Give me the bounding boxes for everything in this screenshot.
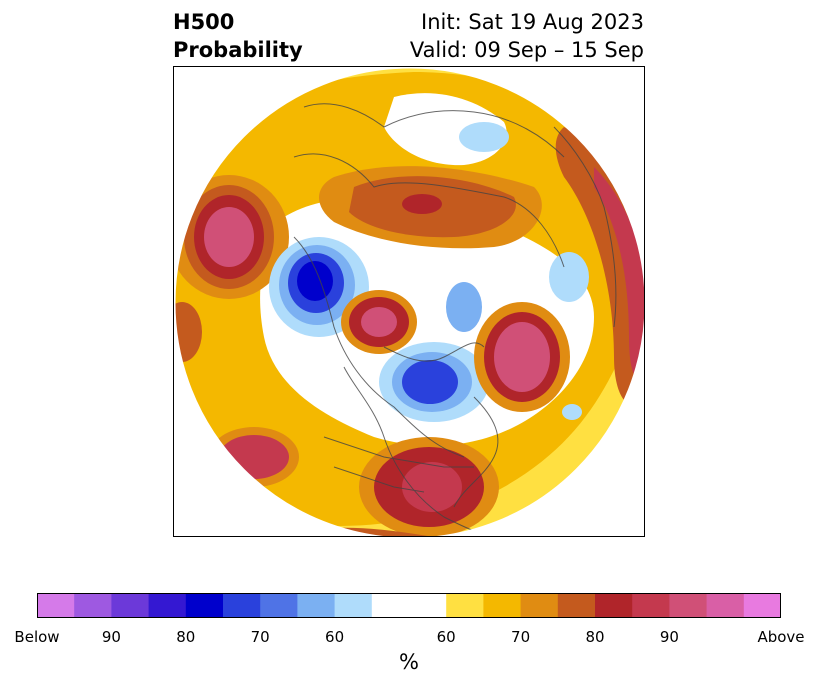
- above-region-90-arctic: [361, 307, 397, 337]
- above-region-90-pacific: [204, 207, 254, 267]
- colorbar-swatch: [334, 593, 373, 618]
- init-date: Init: Sat 19 Aug 2023: [421, 10, 644, 34]
- polar-map: [173, 66, 645, 537]
- title-product: Probability: [173, 38, 303, 62]
- below-region-75-hudson: [402, 360, 458, 404]
- below-region-65-greenland: [446, 282, 482, 332]
- above-region-75-west-edge: [175, 302, 202, 362]
- colorbar-swatch: [297, 593, 336, 618]
- below-region-60-east: [549, 252, 589, 302]
- colorbar-swatch: [371, 593, 447, 618]
- colorbar-tick-label: 60: [325, 628, 345, 646]
- colorbar-swatch: [520, 593, 559, 618]
- colorbar-swatch: [74, 593, 112, 618]
- map-dates: Init: Sat 19 Aug 2023 Valid: 09 Sep – 15…: [410, 8, 644, 64]
- colorbar-swatch: [260, 593, 298, 618]
- above-region-85-us: [402, 462, 462, 512]
- colorbar-swatch: [669, 593, 708, 618]
- colorbar-tick-label: 90: [101, 628, 121, 646]
- colorbar-swatch: [446, 593, 484, 618]
- colorbar: [37, 593, 781, 618]
- above-region-80-siberia: [402, 194, 442, 214]
- colorbar-tick-label: Below: [14, 628, 60, 646]
- colorbar-swatch: [223, 593, 261, 618]
- colorbar-swatch: [595, 593, 633, 618]
- colorbar-tick-label: 70: [511, 628, 531, 646]
- colorbar-swatch: [743, 593, 781, 618]
- colorbar-tick-label: 90: [659, 628, 679, 646]
- colorbar-border: [37, 593, 781, 618]
- colorbar-swatch: [632, 593, 670, 618]
- above-region-85-southwest: [219, 435, 289, 479]
- below-region-60-north: [459, 122, 509, 152]
- colorbar-swatch: [483, 593, 522, 618]
- above-region-90-atlantic: [494, 322, 550, 392]
- colorbar-tick-label: 60: [436, 628, 456, 646]
- below-region-60-atlantic: [562, 404, 582, 420]
- colorbar-tick-label: 80: [585, 628, 605, 646]
- above-region-85-east: [594, 167, 644, 380]
- colorbar-swatch: [111, 593, 150, 618]
- colorbar-tick-label: 70: [250, 628, 270, 646]
- colorbar-swatches: [37, 593, 781, 618]
- map-title: H500 Probability: [173, 8, 303, 64]
- below-region-80-alaska: [297, 261, 333, 301]
- coastlines: [293, 103, 617, 536]
- colorbar-tick-label: Above: [757, 628, 805, 646]
- colorbar-swatch: [37, 593, 75, 618]
- valid-range: Valid: 09 Sep – 15 Sep: [409, 38, 644, 62]
- colorbar-swatch: [148, 593, 187, 618]
- colorbar-swatch: [557, 593, 596, 618]
- colorbar-unit: %: [399, 650, 419, 674]
- probability-map: [174, 67, 644, 536]
- colorbar-swatch: [706, 593, 745, 618]
- colorbar-swatch: [185, 593, 224, 618]
- title-variable: H500: [173, 10, 235, 34]
- colorbar-tick-label: 80: [176, 628, 196, 646]
